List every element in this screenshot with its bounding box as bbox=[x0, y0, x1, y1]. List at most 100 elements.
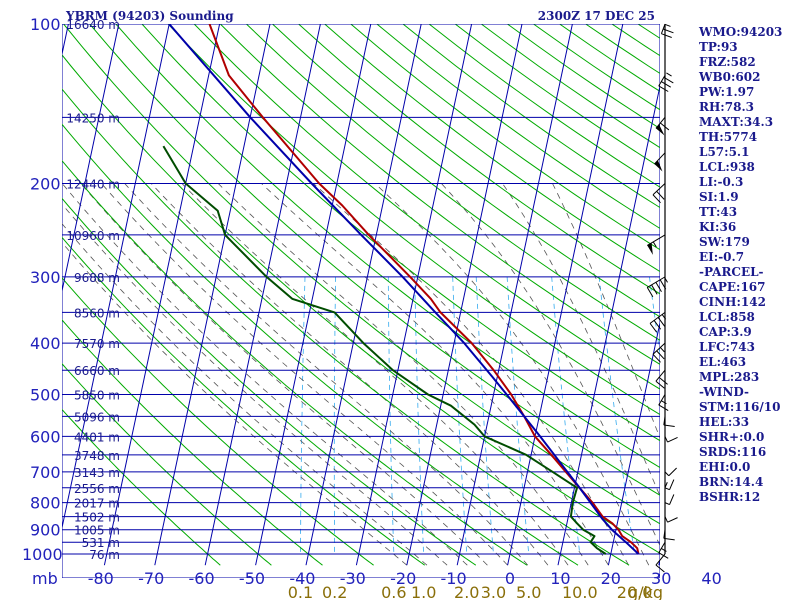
isotherm-line bbox=[406, 24, 523, 566]
moist-adiabat-line bbox=[62, 241, 408, 566]
isotherm-line bbox=[204, 24, 321, 566]
moist-adiabat-line bbox=[313, 183, 629, 566]
wind-barb bbox=[655, 369, 668, 389]
sounding-index-label: KI:36 bbox=[699, 220, 736, 234]
mixing-ratio-tick-label: 0.2 bbox=[322, 583, 347, 600]
dry-adiabat-line bbox=[62, 277, 374, 566]
height-label: 531 m bbox=[82, 536, 120, 550]
wind-barb-full bbox=[667, 437, 678, 443]
sounding-curves bbox=[162, 24, 640, 555]
wind-barb-full bbox=[662, 28, 674, 34]
isotherm-line bbox=[355, 24, 473, 566]
dry-adiabat-line bbox=[219, 24, 660, 365]
height-label: 10960 m bbox=[66, 229, 120, 243]
height-label: 6660 m bbox=[74, 364, 120, 378]
moist-adiabat-line bbox=[374, 183, 650, 566]
wind-barb-half bbox=[659, 347, 665, 353]
isotherm-line bbox=[62, 24, 69, 57]
chart-title: YBRM (94203) Sounding bbox=[65, 9, 234, 23]
height-label: 1005 m bbox=[74, 524, 120, 538]
mixing-ratio-line bbox=[414, 276, 425, 555]
isotherm-line bbox=[154, 24, 271, 566]
wind-barb-full bbox=[656, 350, 665, 360]
height-label: 16640 m bbox=[66, 18, 120, 32]
dry-adiabat-line bbox=[62, 123, 579, 566]
dewpoint-line bbox=[162, 145, 607, 555]
wind-barb bbox=[660, 23, 674, 38]
temperature-tick-label: 30 bbox=[651, 569, 671, 588]
height-label: 5850 m bbox=[74, 388, 120, 402]
pressure-tick-label: 600 bbox=[30, 427, 61, 446]
dry-adiabat-line bbox=[585, 24, 660, 75]
sounding-index-label: SW:179 bbox=[699, 235, 750, 249]
sounding-index-label: HEL:33 bbox=[699, 415, 749, 429]
wind-barb-full bbox=[660, 122, 670, 131]
wind-barb-shaft bbox=[664, 487, 670, 491]
wind-barb-full bbox=[667, 517, 678, 523]
height-label: 3143 m bbox=[74, 466, 120, 480]
dry-adiabat-line bbox=[193, 24, 660, 390]
wind-barb-full bbox=[659, 279, 667, 290]
wind-barb bbox=[652, 342, 666, 363]
wind-barb-full bbox=[658, 404, 669, 412]
wind-barb-full bbox=[652, 353, 661, 363]
sounding-index-label: WMO:94203 bbox=[698, 25, 782, 39]
temperature-tick-label: -70 bbox=[138, 569, 164, 588]
wind-barb bbox=[664, 516, 678, 523]
wind-barb-full bbox=[656, 190, 665, 200]
isotherm-line bbox=[507, 24, 624, 566]
sounding-index-label: EI:-0.7 bbox=[699, 250, 744, 264]
temperature-tick-label: -20 bbox=[390, 569, 416, 588]
wind-barb-full bbox=[661, 81, 672, 88]
temperature-line bbox=[208, 24, 640, 555]
dry-adiabat-line bbox=[62, 363, 272, 566]
dry-adiabat-line bbox=[89, 24, 660, 496]
wind-barb-shaft bbox=[646, 234, 666, 246]
height-label: 8560 m bbox=[74, 306, 120, 320]
wind-barb-full bbox=[658, 85, 669, 92]
mixing-ratio-line bbox=[551, 276, 581, 555]
moist-adiabat-line bbox=[124, 183, 529, 566]
sounding-index-label: EL:463 bbox=[699, 355, 746, 369]
dry-adiabat-line bbox=[324, 24, 660, 273]
wind-barb-flag bbox=[647, 242, 653, 255]
mixing-ratio-line bbox=[649, 276, 660, 358]
pressure-tick-label: 500 bbox=[30, 385, 61, 404]
wind-barb-full bbox=[655, 564, 665, 573]
wind-barb bbox=[664, 436, 678, 443]
wind-barb-shaft bbox=[664, 471, 670, 477]
mixing-ratio-tick-label: 1.0 bbox=[411, 583, 436, 600]
sounding-index-label: LFC:743 bbox=[699, 340, 755, 354]
mixing-ratio-tick-label: 5.0 bbox=[516, 583, 541, 600]
temperature-tick-label: -40 bbox=[289, 569, 315, 588]
wind-barb-full bbox=[669, 479, 675, 490]
sounding-index-label: CINH:142 bbox=[699, 295, 766, 309]
wind-barb-full bbox=[657, 317, 666, 327]
height-label: 76 m bbox=[89, 548, 120, 562]
isotherm-line bbox=[557, 83, 660, 566]
mixing-ratio-line bbox=[300, 276, 306, 554]
dry-adiabat-line bbox=[62, 408, 221, 566]
wind-barb bbox=[652, 183, 666, 204]
sounding-index-label: SRDS:116 bbox=[699, 445, 766, 459]
dry-adiabat-line bbox=[62, 88, 630, 566]
moist-adiabat-line bbox=[441, 183, 660, 547]
wind-barb bbox=[655, 553, 666, 573]
dry-adiabat-line bbox=[167, 24, 660, 416]
wind-barb bbox=[655, 117, 670, 136]
wind-barb-shaft bbox=[652, 342, 666, 355]
mixing-ratio-line bbox=[333, 276, 336, 555]
chart-timestamp: 2300Z 17 DEC 25 bbox=[538, 9, 655, 23]
wind-barb-flag bbox=[655, 124, 665, 136]
moist-adiabat-line bbox=[101, 183, 508, 566]
wind-barb-shaft bbox=[652, 183, 666, 196]
height-label: 7570 m bbox=[74, 337, 120, 351]
wind-barb bbox=[663, 529, 675, 541]
wind-barb-full bbox=[658, 376, 668, 385]
sounding-index-label: MPL:283 bbox=[699, 370, 759, 384]
dry-adiabat-line bbox=[272, 24, 660, 318]
pressure-tick-label: 200 bbox=[30, 175, 61, 194]
wind-barb-shaft bbox=[658, 394, 666, 406]
